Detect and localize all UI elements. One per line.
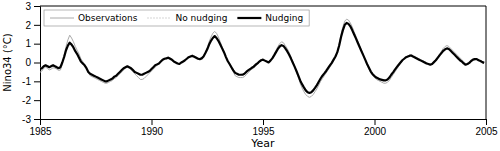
legend-frame <box>44 10 309 26</box>
tick-label: 2005 <box>475 126 498 137</box>
x-axis-title: Year <box>250 137 275 150</box>
legend-label: Nudging <box>265 13 303 23</box>
tick-label: 1 <box>25 38 31 49</box>
legend: Observations No nudging Nudging <box>44 10 309 26</box>
tick-label: 2 <box>25 20 31 31</box>
tick-mark <box>375 119 376 125</box>
chart: 1985 1990 1995 2000 2005 -3 -2 -1 0 1 2 3 Observatio… <box>0 0 500 151</box>
plot-frame <box>486 6 487 119</box>
tick: 1990 <box>141 119 164 137</box>
tick: -1 <box>22 76 40 87</box>
tick: 0 <box>25 57 40 68</box>
tick-mark <box>34 119 40 120</box>
tick-mark <box>34 25 40 26</box>
legend-swatch <box>148 18 172 19</box>
tick-mark <box>486 119 487 125</box>
tick-label: 0 <box>25 57 31 68</box>
tick-mark <box>34 100 40 101</box>
plot: 1985 1990 1995 2000 2005 -3 -2 -1 0 1 2 3 Observatio… <box>22 1 498 137</box>
tick-label: -3 <box>22 114 31 125</box>
axis-line <box>34 7 41 120</box>
y-axis: -3 -2 -1 0 1 2 3 <box>22 1 40 125</box>
tick-label: 2000 <box>364 126 387 137</box>
tick: -3 <box>22 114 40 125</box>
tick-label: 1995 <box>252 126 275 137</box>
tick-mark <box>152 119 153 125</box>
tick: 2000 <box>364 119 387 137</box>
legend-label: No nudging <box>176 13 228 23</box>
tick-mark <box>34 63 40 64</box>
tick-mark <box>34 44 40 45</box>
tick: -2 <box>22 95 40 106</box>
tick: 1 <box>25 38 40 49</box>
series-line <box>40 23 484 93</box>
tick: 2 <box>25 20 40 31</box>
legend-swatch <box>237 17 261 19</box>
tick-label: 1990 <box>141 126 164 137</box>
tick-label: -1 <box>22 76 31 87</box>
tick-mark <box>34 81 40 82</box>
y-axis-title: Nino34 (°C) <box>2 33 13 92</box>
tick: 1985 <box>29 119 52 137</box>
plot-frame <box>40 6 486 7</box>
legend-swatch <box>50 18 74 19</box>
tick-label: 1985 <box>29 126 52 137</box>
tick-label: 3 <box>25 1 31 12</box>
tick: 2005 <box>475 119 498 137</box>
axis-line <box>41 120 487 126</box>
series-line <box>40 23 484 93</box>
x-axis: 1985 1990 1995 2000 2005 <box>29 119 498 137</box>
tick: 1995 <box>252 119 275 137</box>
legend-label: Observations <box>78 13 138 23</box>
series-line <box>40 19 484 97</box>
tick-mark <box>34 6 40 7</box>
tick: 3 <box>25 1 40 12</box>
lines <box>40 19 484 97</box>
tick-mark <box>263 119 264 125</box>
tick-label: -2 <box>22 95 31 106</box>
